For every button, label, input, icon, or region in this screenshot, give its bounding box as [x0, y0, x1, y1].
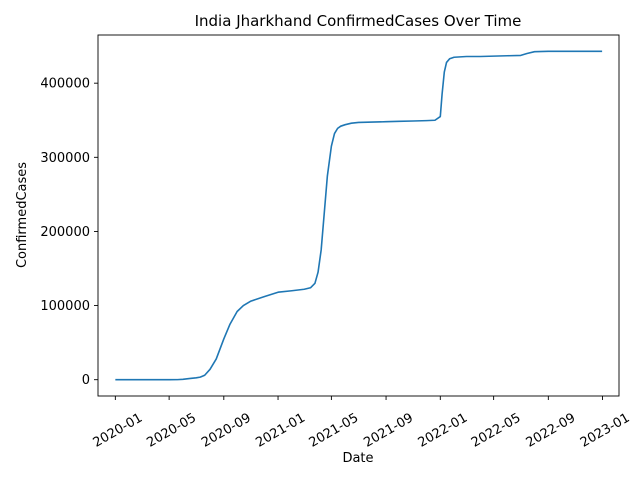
x-tick-label: 2021-09	[361, 411, 416, 451]
plot-frame	[97, 34, 620, 397]
x-tick-label: 2022-05	[469, 411, 524, 451]
x-tick-label: 2022-01	[416, 411, 471, 451]
y-axis-label: ConfirmedCases	[15, 162, 30, 268]
x-tick-label: 2020-01	[91, 411, 146, 451]
y-tick-label: 400000	[40, 77, 90, 92]
series-line	[115, 50, 603, 381]
x-axis-label: Date	[342, 451, 373, 466]
x-tick-label: 2021-01	[253, 411, 308, 451]
y-tick-label: 0	[82, 373, 90, 388]
y-tick-label: 300000	[40, 151, 90, 166]
x-tick-label: 2020-05	[144, 411, 199, 451]
plot-background	[98, 35, 619, 396]
y-tick-label: 200000	[40, 225, 90, 240]
chart-title: India Jharkhand ConfirmedCases Over Time	[195, 12, 522, 30]
y-tick-label: 100000	[40, 299, 90, 314]
x-tick-label: 2020-09	[199, 411, 254, 451]
x-tick-label: 2021-05	[307, 411, 362, 451]
y-axis-ticks: 0 100000 200000 300000 400000	[40, 77, 98, 388]
x-tick-label: 2023-01	[578, 411, 633, 451]
x-tick-label: 2022-09	[524, 411, 579, 451]
